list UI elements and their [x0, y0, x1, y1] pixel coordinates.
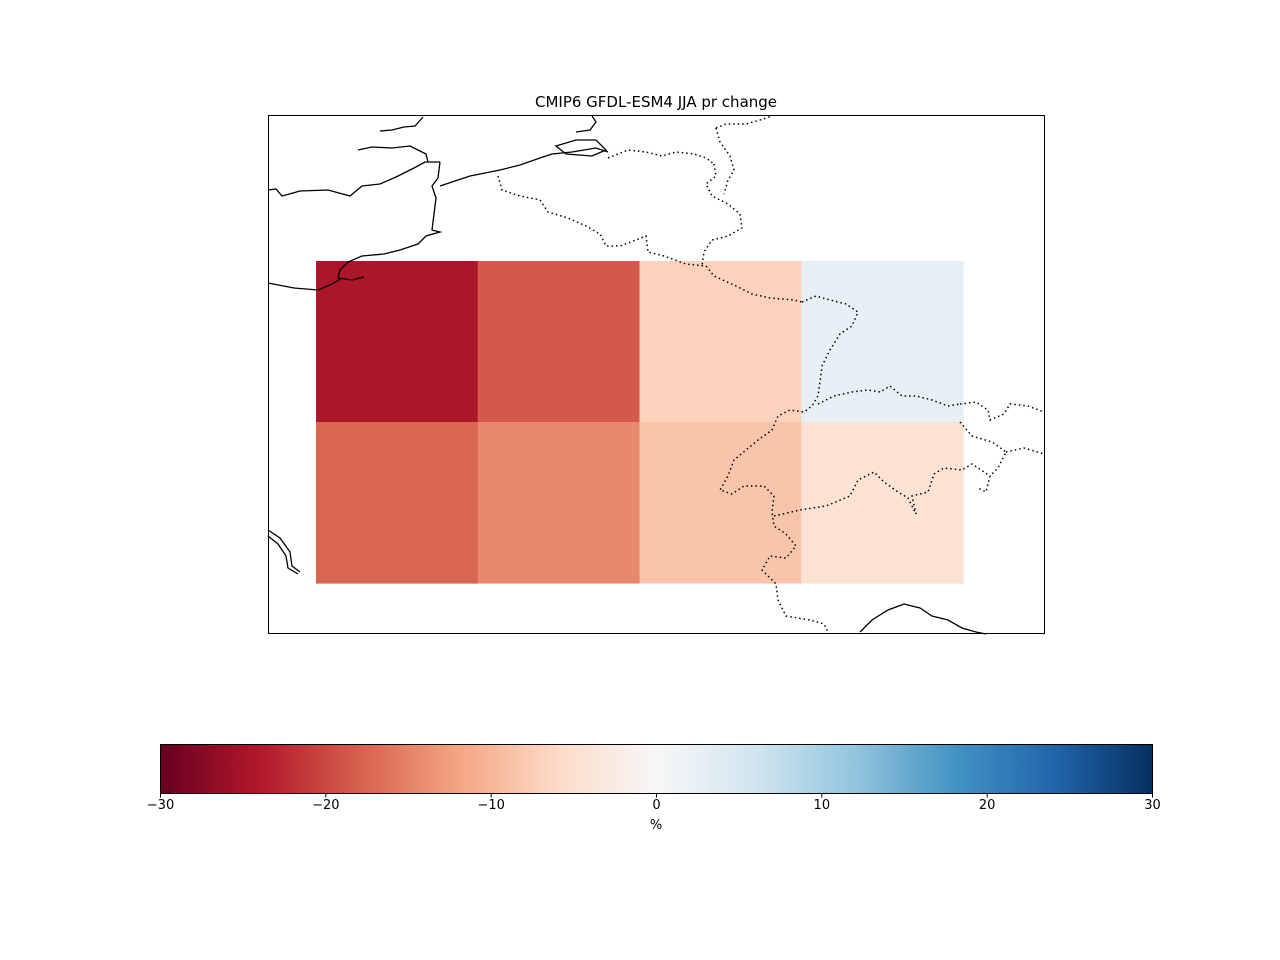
data-grid	[316, 261, 964, 584]
colorbar: −30 −20 −10 0 10 20 30 %	[147, 744, 1161, 833]
colorbar-tick-label: 20	[979, 798, 996, 813]
map-title: CMIP6 GFDL-ESM4 JJA pr change	[535, 93, 777, 111]
grid-cell	[316, 422, 479, 584]
colorbar-tick-label: 30	[1144, 798, 1161, 813]
grid-cell	[801, 261, 964, 423]
grid-cell	[477, 261, 641, 423]
grid-cell	[477, 422, 641, 584]
country-borders	[497, 115, 1045, 633]
colorbar-tick-label: 0	[652, 798, 660, 813]
map-frame	[268, 115, 1045, 634]
grid-cell	[801, 422, 964, 584]
colorbar-label: %	[650, 818, 662, 833]
grid-cell	[639, 422, 802, 584]
coastline	[267, 115, 987, 635]
colorbar-tick-label: 10	[814, 798, 831, 813]
map-axes	[267, 115, 1045, 635]
colorbar-tick-label: −10	[477, 798, 504, 813]
grid-cell	[316, 261, 479, 423]
colorbar-ticks: −30 −20 −10 0 10 20 30	[147, 793, 1161, 813]
colorbar-gradient	[160, 744, 1153, 794]
grid-cell	[639, 261, 802, 423]
colorbar-tick-label: −30	[147, 798, 174, 813]
colorbar-tick-label: −20	[312, 798, 339, 813]
